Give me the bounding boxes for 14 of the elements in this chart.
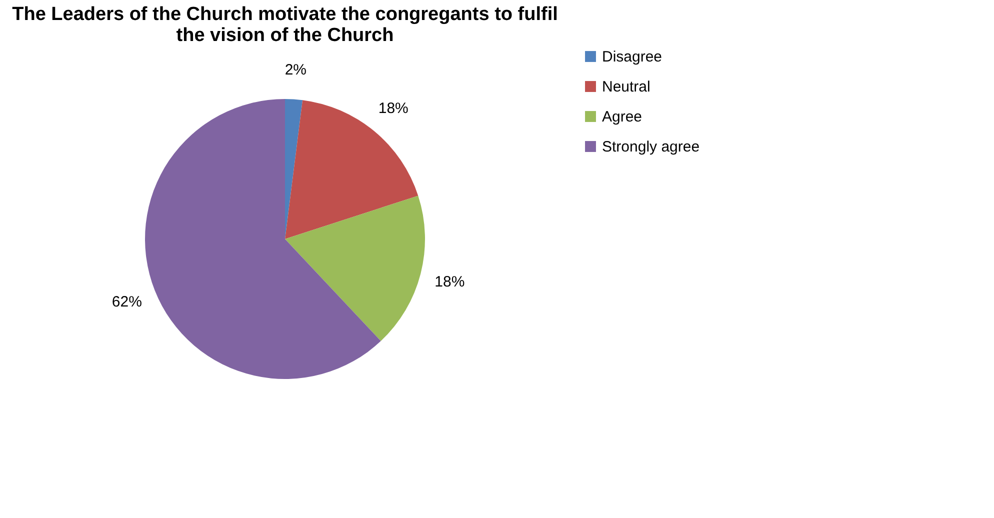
legend-label: Agree xyxy=(602,108,642,126)
data-label: 62% xyxy=(112,294,142,311)
pie-slice xyxy=(145,99,381,379)
legend-label: Strongly agree xyxy=(602,138,700,156)
pie-slice xyxy=(285,100,418,239)
legend-label: Neutral xyxy=(602,78,650,96)
pie-slice xyxy=(285,99,303,239)
data-label: 2% xyxy=(284,61,307,78)
data-label: 18% xyxy=(378,100,408,118)
text: the vision of the Church xyxy=(176,25,394,46)
data-label: 18% xyxy=(434,273,465,290)
text: The Leaders of the Church motivate the congregants to fulfil xyxy=(12,4,558,25)
legend-label: Disagree xyxy=(602,48,662,66)
pie-slice xyxy=(285,196,425,342)
